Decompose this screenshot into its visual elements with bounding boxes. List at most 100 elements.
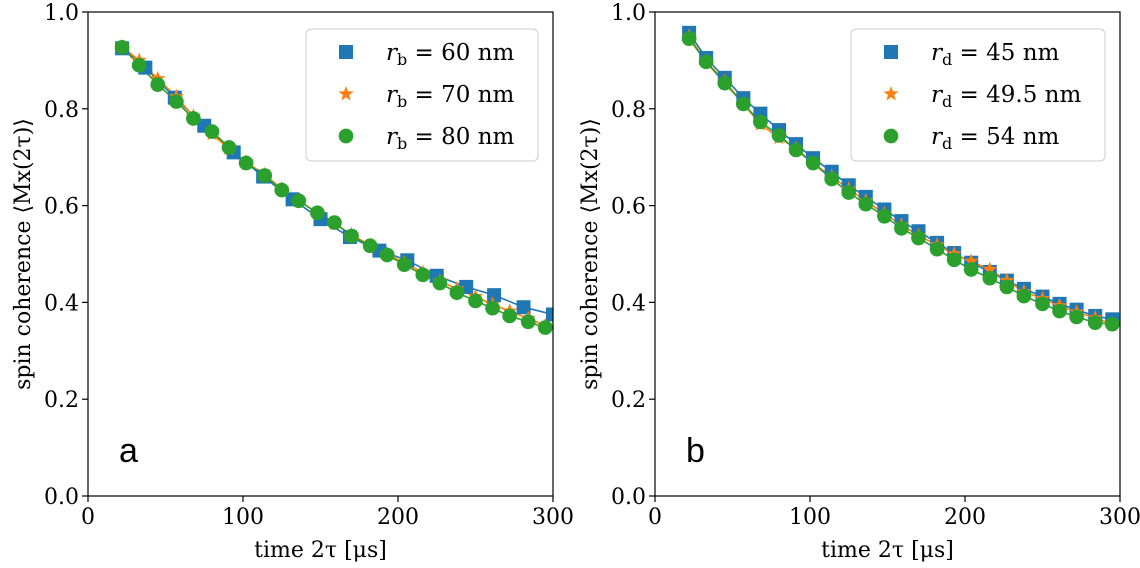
square-marker bbox=[516, 300, 531, 315]
y-axis-label: spin coherence ⟨Mx(2τ)⟩ bbox=[578, 118, 603, 390]
y-tick-label: 0.8 bbox=[44, 98, 79, 123]
legend-frame bbox=[850, 28, 1106, 162]
square-marker bbox=[339, 45, 353, 59]
legend-label: rb = 70 nm bbox=[386, 82, 515, 111]
circle-marker bbox=[1035, 296, 1050, 312]
circle-marker bbox=[946, 252, 962, 268]
circle-marker bbox=[929, 241, 945, 257]
circle-marker bbox=[502, 308, 517, 324]
plot-area bbox=[114, 38, 553, 335]
circle-marker bbox=[204, 124, 220, 139]
circle-marker bbox=[468, 293, 483, 309]
circle-marker bbox=[771, 128, 787, 143]
plot-area bbox=[681, 25, 1120, 332]
y-tick-label: 0.6 bbox=[44, 195, 79, 220]
circle-marker bbox=[1069, 309, 1084, 325]
x-tick-label: 300 bbox=[1099, 505, 1140, 530]
circle-marker bbox=[415, 267, 431, 283]
circle-marker bbox=[221, 140, 237, 155]
circle-marker bbox=[736, 96, 751, 112]
x-tick-label: 100 bbox=[789, 505, 831, 530]
x-axis-label: time 2τ [μs] bbox=[821, 538, 954, 563]
circle-marker bbox=[169, 94, 184, 109]
legend-frame bbox=[305, 28, 539, 162]
circle-marker bbox=[717, 75, 733, 91]
x-axis-label: time 2τ [μs] bbox=[254, 538, 387, 563]
circle-marker bbox=[894, 220, 909, 236]
legend-label: rd = 45 nm bbox=[931, 40, 1060, 69]
circle-marker bbox=[788, 142, 804, 158]
panel-label: a bbox=[119, 432, 138, 470]
y-tick-label: 0.4 bbox=[44, 291, 79, 316]
circle-marker bbox=[841, 185, 857, 200]
star-marker bbox=[338, 86, 354, 101]
x-tick-label: 300 bbox=[532, 505, 574, 530]
legend-label: rd = 49.5 nm bbox=[931, 82, 1081, 111]
circle-marker bbox=[362, 238, 378, 254]
y-tick-label: 0.0 bbox=[611, 485, 646, 510]
legend-label: rb = 60 nm bbox=[386, 40, 515, 69]
y-tick-label: 0.2 bbox=[611, 388, 646, 413]
legend-entry: rb = 60 nm bbox=[339, 40, 515, 69]
star-marker bbox=[963, 253, 979, 268]
y-tick-label: 0.4 bbox=[611, 291, 646, 316]
square-marker bbox=[487, 288, 502, 303]
circle-marker bbox=[963, 262, 979, 277]
circle-marker bbox=[131, 57, 147, 73]
circle-marker bbox=[999, 279, 1015, 295]
legend-label: rb = 80 nm bbox=[386, 124, 515, 153]
circle-marker bbox=[698, 54, 714, 70]
circle-marker bbox=[805, 155, 821, 171]
star-marker bbox=[982, 261, 998, 276]
circle-marker bbox=[877, 208, 892, 224]
circle-marker bbox=[327, 215, 342, 230]
panel-label: b bbox=[686, 432, 705, 470]
circle-marker bbox=[858, 196, 874, 212]
circle-marker bbox=[449, 285, 465, 301]
x-tick-label: 100 bbox=[222, 505, 264, 530]
circle-marker bbox=[982, 270, 998, 286]
square-marker bbox=[546, 307, 553, 322]
circle-marker bbox=[485, 300, 500, 316]
x-tick-label: 0 bbox=[81, 505, 95, 530]
circle-marker bbox=[911, 230, 926, 246]
circle-marker bbox=[681, 31, 697, 46]
circle-marker bbox=[753, 114, 768, 130]
y-tick-label: 0.2 bbox=[44, 388, 79, 413]
circle-marker bbox=[274, 182, 290, 198]
star-marker bbox=[883, 86, 899, 101]
legend: rd = 45 nm rd = 49.5 nm rd = 54 nm bbox=[850, 28, 1106, 162]
square-marker bbox=[884, 45, 898, 59]
legend: rb = 60 nm rb = 70 nm rb = 80 nm bbox=[305, 28, 539, 162]
legend-entry: rd = 45 nm bbox=[884, 40, 1060, 69]
circle-marker bbox=[824, 171, 840, 187]
circle-marker bbox=[310, 205, 325, 221]
circle-marker bbox=[114, 39, 130, 55]
y-tick-label: 0.6 bbox=[611, 195, 646, 220]
x-tick-label: 200 bbox=[944, 505, 986, 530]
circle-marker bbox=[257, 168, 273, 183]
y-tick-label: 0.8 bbox=[611, 98, 646, 123]
legend-entry: rb = 80 nm bbox=[338, 124, 515, 153]
circle-marker bbox=[344, 228, 359, 244]
circle-marker bbox=[1052, 303, 1067, 319]
y-tick-label: 1.0 bbox=[611, 1, 646, 26]
circle-marker bbox=[1104, 316, 1120, 332]
chart-panel-a: 0 100 200 300 0.0 0.2 0.4 0.6 0.8 1.0 time 2τ [μs]… bbox=[11, 1, 574, 563]
circle-marker bbox=[883, 128, 899, 144]
series-circle-points bbox=[114, 39, 553, 335]
circle-marker bbox=[291, 193, 307, 209]
circle-marker bbox=[396, 257, 412, 272]
circle-marker bbox=[238, 155, 254, 171]
axes-frame bbox=[87, 11, 554, 497]
legend-label: rd = 54 nm bbox=[931, 124, 1060, 153]
series-circle-points bbox=[681, 31, 1120, 332]
circle-marker bbox=[1087, 315, 1103, 331]
legend-entry: rd = 49.5 nm bbox=[883, 82, 1081, 111]
circle-marker bbox=[1016, 288, 1032, 304]
axes-frame bbox=[654, 11, 1121, 497]
circle-marker bbox=[537, 320, 553, 335]
circle-marker bbox=[520, 314, 536, 330]
y-tick-label: 0.0 bbox=[44, 485, 79, 510]
